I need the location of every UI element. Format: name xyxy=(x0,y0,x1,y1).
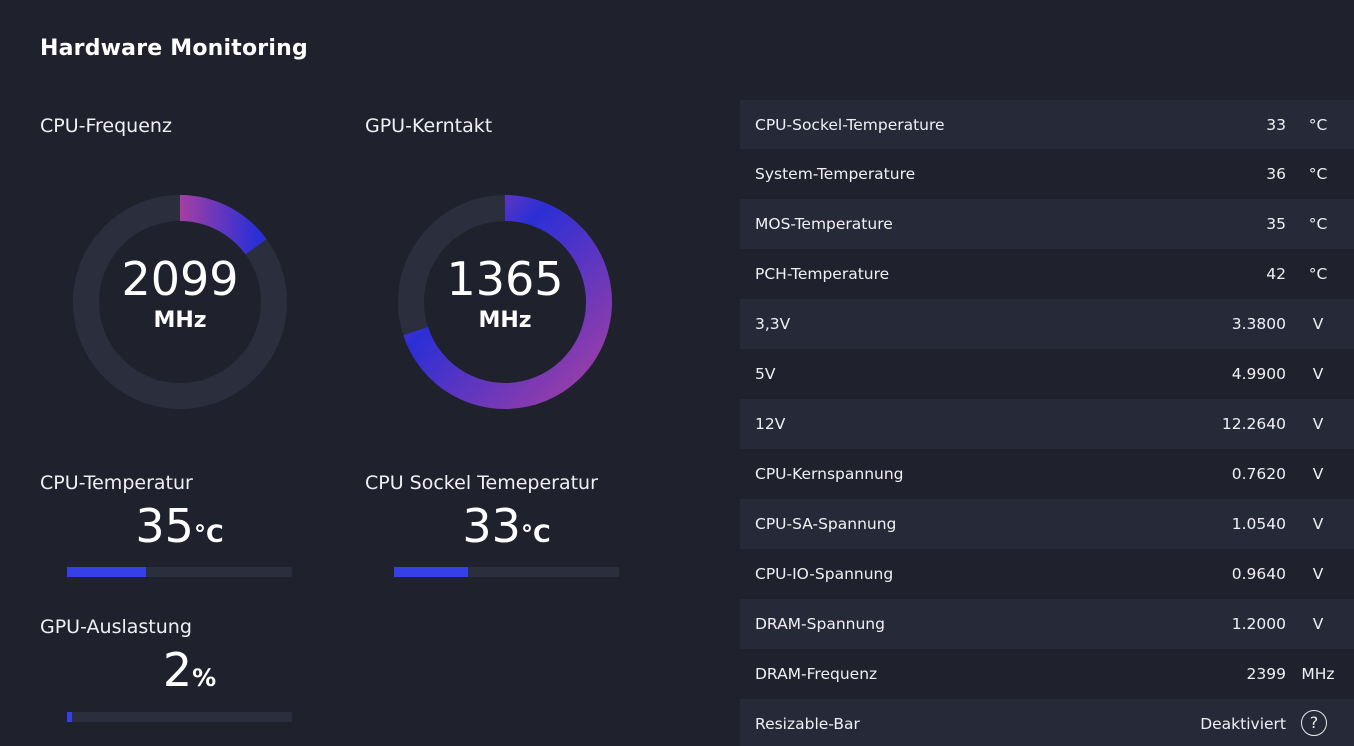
sensor-name: 5V xyxy=(755,365,776,383)
sensor-value: 0.7620 xyxy=(1231,465,1286,483)
cpu-socket-temperature-readout: 33°C xyxy=(394,503,619,549)
sensor-name: DRAM-Frequenz xyxy=(755,665,878,683)
sensor-value: 3.3800 xyxy=(1231,315,1286,333)
sensor-value: Deaktiviert xyxy=(1200,715,1286,733)
question-circle-icon[interactable]: ? xyxy=(1301,710,1327,736)
sensor-row: DRAM-Frequenz 2399 MHz xyxy=(740,649,1354,699)
sensor-unit: °C xyxy=(1308,165,1328,183)
sensor-unit: V xyxy=(1312,365,1324,383)
sensor-unit: V xyxy=(1312,565,1324,583)
cpu-temperature-unit: °C xyxy=(193,520,224,548)
sensor-unit: °C xyxy=(1308,265,1328,283)
sensor-unit: V xyxy=(1312,515,1324,533)
gpu-load-bar-fill xyxy=(67,712,72,722)
sensor-row: PCH-Temperature 42 °C xyxy=(740,249,1354,299)
sensor-name: CPU-Kernspannung xyxy=(755,465,904,483)
gpu-clock-label: GPU-Kerntakt xyxy=(365,115,493,137)
sensor-value: 35 xyxy=(1266,215,1286,233)
cpu-frequency-label: CPU-Frequenz xyxy=(40,115,172,137)
sensor-value: 4.9900 xyxy=(1231,365,1286,383)
sensor-row: MOS-Temperature 35 °C xyxy=(740,199,1354,249)
sensor-unit: MHz xyxy=(1301,665,1335,683)
sensor-value: 0.9640 xyxy=(1231,565,1286,583)
cpu-socket-temperature-unit: °C xyxy=(520,520,551,548)
cpu-temperature-bar-fill xyxy=(67,567,146,577)
cpu-temperature-bar xyxy=(67,567,292,577)
sensor-name: Resizable-Bar xyxy=(755,715,860,733)
cpu-temperature-readout: 35°C xyxy=(67,503,292,549)
sensor-row: System-Temperature 36 °C xyxy=(740,149,1354,199)
sensor-value: 1.2000 xyxy=(1231,615,1286,633)
sensor-name: 12V xyxy=(755,415,786,433)
sensor-row: 5V 4.9900 V xyxy=(740,349,1354,399)
gpu-load-unit: % xyxy=(192,664,217,692)
sensor-name: MOS-Temperature xyxy=(755,215,893,233)
gauge-arc xyxy=(403,195,612,409)
cpu-frequency-gauge: 2099 MHz xyxy=(70,192,290,412)
sensor-name: CPU-SA-Spannung xyxy=(755,515,897,533)
sensor-unit: V xyxy=(1312,465,1324,483)
page-title: Hardware Monitoring xyxy=(40,36,308,61)
sensor-row: CPU-IO-Spannung 0.9640 V xyxy=(740,549,1354,599)
sensor-row: CPU-Kernspannung 0.7620 V xyxy=(740,449,1354,499)
gpu-load-bar xyxy=(67,712,292,722)
sensor-row: DRAM-Spannung 1.2000 V xyxy=(740,599,1354,649)
sensor-row: CPU-SA-Spannung 1.0540 V xyxy=(740,499,1354,549)
sensor-value: 2399 xyxy=(1246,665,1286,683)
cpu-socket-temperature-label: CPU Sockel Temeperatur xyxy=(365,472,598,494)
sensor-unit: °C xyxy=(1308,215,1328,233)
sensor-unit: °C xyxy=(1308,116,1328,134)
sensor-name: DRAM-Spannung xyxy=(755,615,885,633)
cpu-temperature-label: CPU-Temperatur xyxy=(40,472,193,494)
cpu-frequency-unit: MHz xyxy=(153,308,207,333)
gpu-load-readout: 2% xyxy=(77,647,302,693)
sensor-unit: V xyxy=(1312,415,1324,433)
gpu-load-value: 2 xyxy=(162,643,193,697)
sensor-value: 36 xyxy=(1266,165,1286,183)
sensor-row: 12V 12.2640 V xyxy=(740,399,1354,449)
sensor-name: PCH-Temperature xyxy=(755,265,890,283)
sensor-unit: V xyxy=(1312,615,1324,633)
sensor-value: 33 xyxy=(1266,116,1286,134)
sensor-value: 42 xyxy=(1266,265,1286,283)
gpu-load-label: GPU-Auslastung xyxy=(40,616,192,638)
sensor-name: 3,3V xyxy=(755,315,791,333)
cpu-socket-temperature-bar xyxy=(394,567,619,577)
sensor-name: CPU-IO-Spannung xyxy=(755,565,894,583)
gpu-clock-value: 1365 xyxy=(446,252,564,306)
sensor-unit: V xyxy=(1312,315,1324,333)
sensor-row: 3,3V 3.3800 V xyxy=(740,299,1354,349)
sensor-value: 1.0540 xyxy=(1231,515,1286,533)
cpu-temperature-value: 35 xyxy=(135,499,194,553)
sensor-row: CPU-Sockel-Temperature 33 °C xyxy=(740,100,1354,149)
gpu-clock-gauge: 1365 MHz xyxy=(395,192,615,412)
cpu-frequency-value: 2099 xyxy=(121,252,239,306)
cpu-socket-temperature-bar-fill xyxy=(394,567,469,577)
sensor-name: System-Temperature xyxy=(755,165,916,183)
gauge-arc xyxy=(179,195,267,255)
cpu-socket-temperature-value: 33 xyxy=(462,499,521,553)
sensor-row-resizable-bar: Resizable-Bar Deaktiviert ? xyxy=(740,699,1354,746)
gpu-clock-unit: MHz xyxy=(478,308,532,333)
sensor-name: CPU-Sockel-Temperature xyxy=(755,116,945,134)
sensor-table: CPU-Sockel-Temperature 33 °C System-Temp… xyxy=(740,100,1354,746)
sensor-value: 12.2640 xyxy=(1221,415,1286,433)
